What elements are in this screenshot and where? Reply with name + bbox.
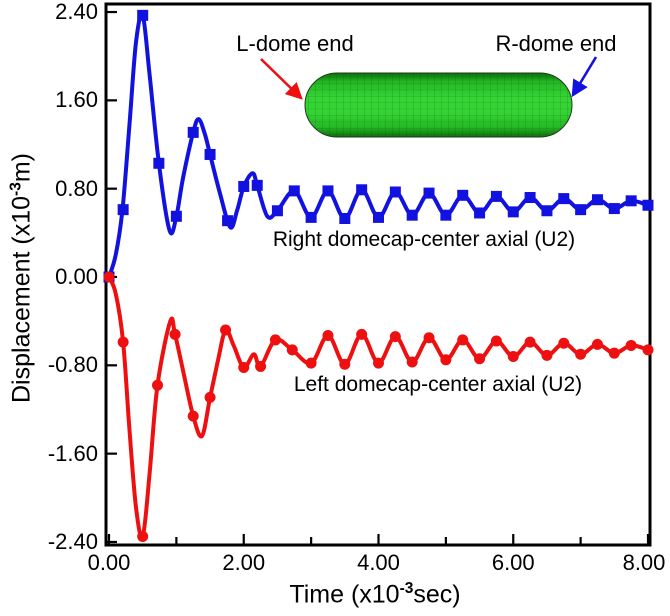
circle-marker xyxy=(204,391,216,403)
r-dome-arrow xyxy=(571,56,598,98)
circle-marker xyxy=(220,324,232,336)
circle-marker xyxy=(625,339,637,351)
circle-marker xyxy=(117,336,129,348)
square-marker xyxy=(558,193,570,205)
left-domecap-curve xyxy=(107,275,650,540)
x-tick-label: 0.00 xyxy=(87,550,131,575)
circle-marker xyxy=(305,357,317,369)
circle-marker xyxy=(541,349,553,361)
square-marker xyxy=(222,215,234,227)
left-domecap-markers xyxy=(103,271,654,542)
circle-marker xyxy=(406,356,418,368)
square-marker xyxy=(117,204,129,216)
square-marker xyxy=(591,194,603,206)
square-marker xyxy=(204,148,216,160)
circle-marker xyxy=(373,357,384,369)
y-tick-label: 1.60 xyxy=(55,87,98,113)
square-marker xyxy=(356,184,368,196)
square-marker xyxy=(339,212,351,224)
square-marker xyxy=(507,206,519,218)
y-tick-label: -2.40 xyxy=(47,528,98,554)
square-marker xyxy=(625,195,637,207)
l-dome-arrow xyxy=(260,58,303,100)
circle-marker xyxy=(457,334,469,346)
left-series-label: Left domecap-center axial (U2) xyxy=(293,373,583,396)
y-tick-label: 2.40 xyxy=(55,0,98,25)
circle-marker xyxy=(507,350,519,362)
circle-marker xyxy=(642,344,654,356)
square-marker xyxy=(238,180,250,192)
x-tick-label: 6.00 xyxy=(491,550,535,575)
circle-marker xyxy=(423,332,435,344)
y-tick-label: 0.80 xyxy=(55,175,98,201)
square-marker xyxy=(490,190,502,202)
square-marker xyxy=(170,210,182,222)
square-marker xyxy=(251,179,263,191)
square-marker xyxy=(389,186,401,198)
y-tick-label: -0.80 xyxy=(47,352,98,378)
square-marker xyxy=(322,185,334,197)
r-dome-end-label: R-dome end xyxy=(495,31,617,56)
x-axis-title: Time (x10-3sec) xyxy=(289,580,461,609)
capsule-model-inset xyxy=(304,72,573,138)
circle-marker xyxy=(322,330,334,342)
circle-marker xyxy=(137,530,149,542)
circle-marker xyxy=(339,358,351,370)
square-marker xyxy=(541,205,553,217)
square-marker xyxy=(305,211,317,223)
y-axis-title: Displacement (x10-3m) xyxy=(7,153,36,403)
circle-marker xyxy=(575,348,587,360)
square-marker xyxy=(373,211,384,223)
circle-marker xyxy=(286,344,298,356)
circle-marker xyxy=(591,338,603,350)
square-marker xyxy=(288,185,300,197)
circle-marker xyxy=(558,337,570,349)
x-tick-label: 8.00 xyxy=(622,550,666,575)
l-dome-end-label: L-dome end xyxy=(236,31,354,56)
circle-marker xyxy=(103,271,115,283)
y-tick-label: 0.00 xyxy=(55,264,98,289)
capsule-mesh xyxy=(305,73,572,137)
square-marker xyxy=(474,207,486,219)
circle-marker xyxy=(356,328,368,340)
square-marker xyxy=(271,205,283,217)
circle-marker xyxy=(238,362,250,374)
circle-marker xyxy=(152,379,164,391)
square-marker xyxy=(137,9,149,21)
circle-marker xyxy=(440,354,452,366)
circle-marker xyxy=(389,331,401,343)
circle-marker xyxy=(269,334,281,346)
y-tick-label: -1.60 xyxy=(47,440,98,466)
square-marker xyxy=(524,192,536,204)
circle-marker xyxy=(169,328,181,340)
circle-marker xyxy=(187,410,199,422)
circle-marker xyxy=(608,347,620,359)
square-marker xyxy=(575,204,587,216)
square-marker xyxy=(457,189,469,201)
square-marker xyxy=(406,209,418,221)
right-series-label: Right domecap-center axial (U2) xyxy=(272,228,576,251)
x-tick-label: 2.00 xyxy=(222,550,266,575)
circle-marker xyxy=(255,360,267,372)
square-marker xyxy=(440,209,452,221)
x-axis-exponent: -3 xyxy=(399,580,414,597)
circle-marker xyxy=(524,336,536,348)
square-marker xyxy=(187,126,199,138)
square-marker xyxy=(423,187,435,199)
y-axis-exponent: -3 xyxy=(7,182,25,196)
x-tick-label: 4.00 xyxy=(357,550,400,575)
circle-marker xyxy=(490,335,502,347)
square-marker xyxy=(608,203,620,215)
square-marker xyxy=(642,199,654,211)
square-marker xyxy=(153,157,165,169)
circle-marker xyxy=(474,353,486,365)
